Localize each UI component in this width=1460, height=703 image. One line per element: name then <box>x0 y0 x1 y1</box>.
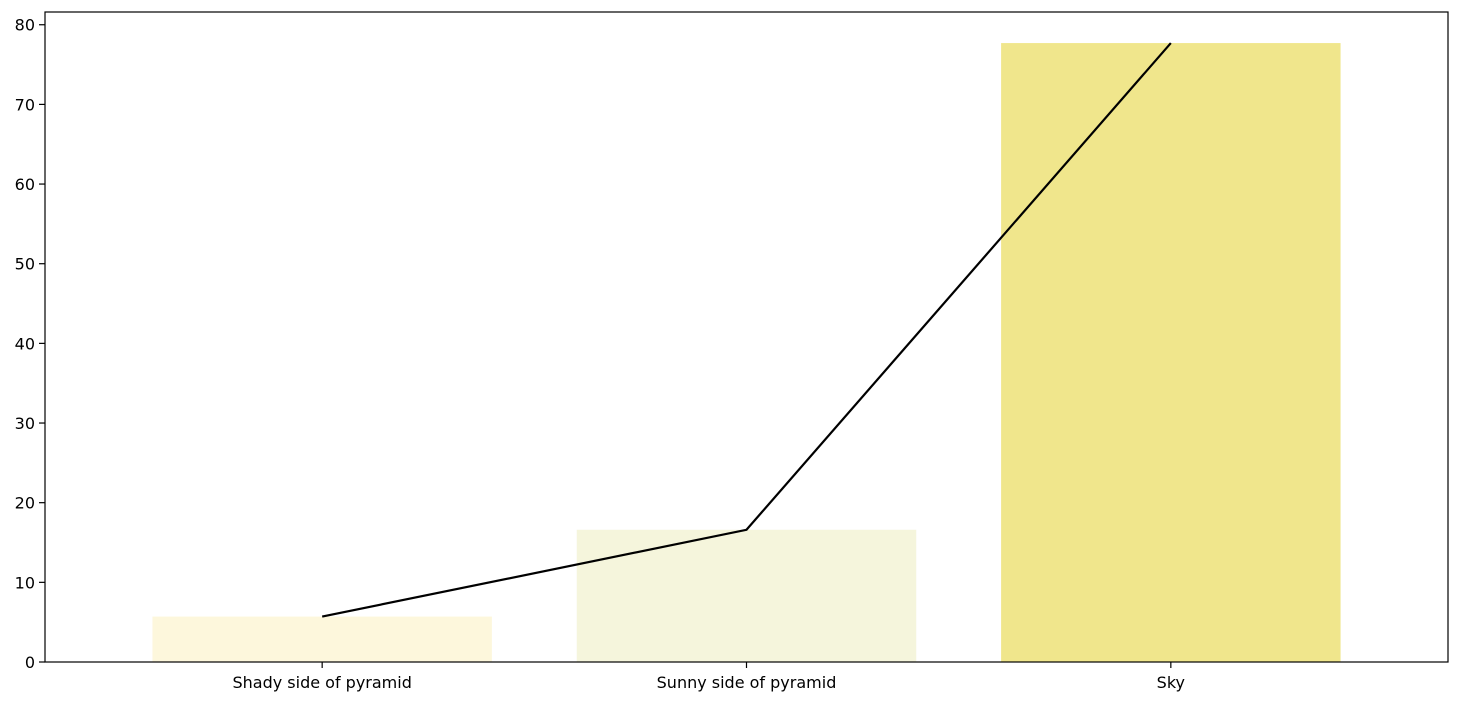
x-tick-label: Sunny side of pyramid <box>657 673 837 692</box>
y-tick-label: 60 <box>15 175 35 194</box>
line-layer <box>321 42 1172 618</box>
y-tick-label: 0 <box>25 653 35 672</box>
y-tick-label: 50 <box>15 255 35 274</box>
x-tick-label: Sky <box>1157 673 1185 692</box>
y-tick-label: 20 <box>15 494 35 513</box>
trend-line <box>321 42 1172 618</box>
bar-shady-side-of-pyramid <box>152 616 492 662</box>
x-tick-label: Shady side of pyramid <box>232 673 411 692</box>
y-tick-label: 10 <box>15 573 35 592</box>
bars-layer <box>152 43 1341 663</box>
y-tick-label: 40 <box>15 334 35 353</box>
y-tick-label: 30 <box>15 414 35 433</box>
axes-layer: 0 10 20 30 40 50 60 70 80 Shady side of pyramid Su… <box>15 11 1449 692</box>
y-tick-label: 70 <box>15 95 35 114</box>
y-tick-label: 80 <box>15 16 35 35</box>
bar-sunny-side-of-pyramid <box>576 529 917 662</box>
bar-sky <box>1001 43 1341 663</box>
